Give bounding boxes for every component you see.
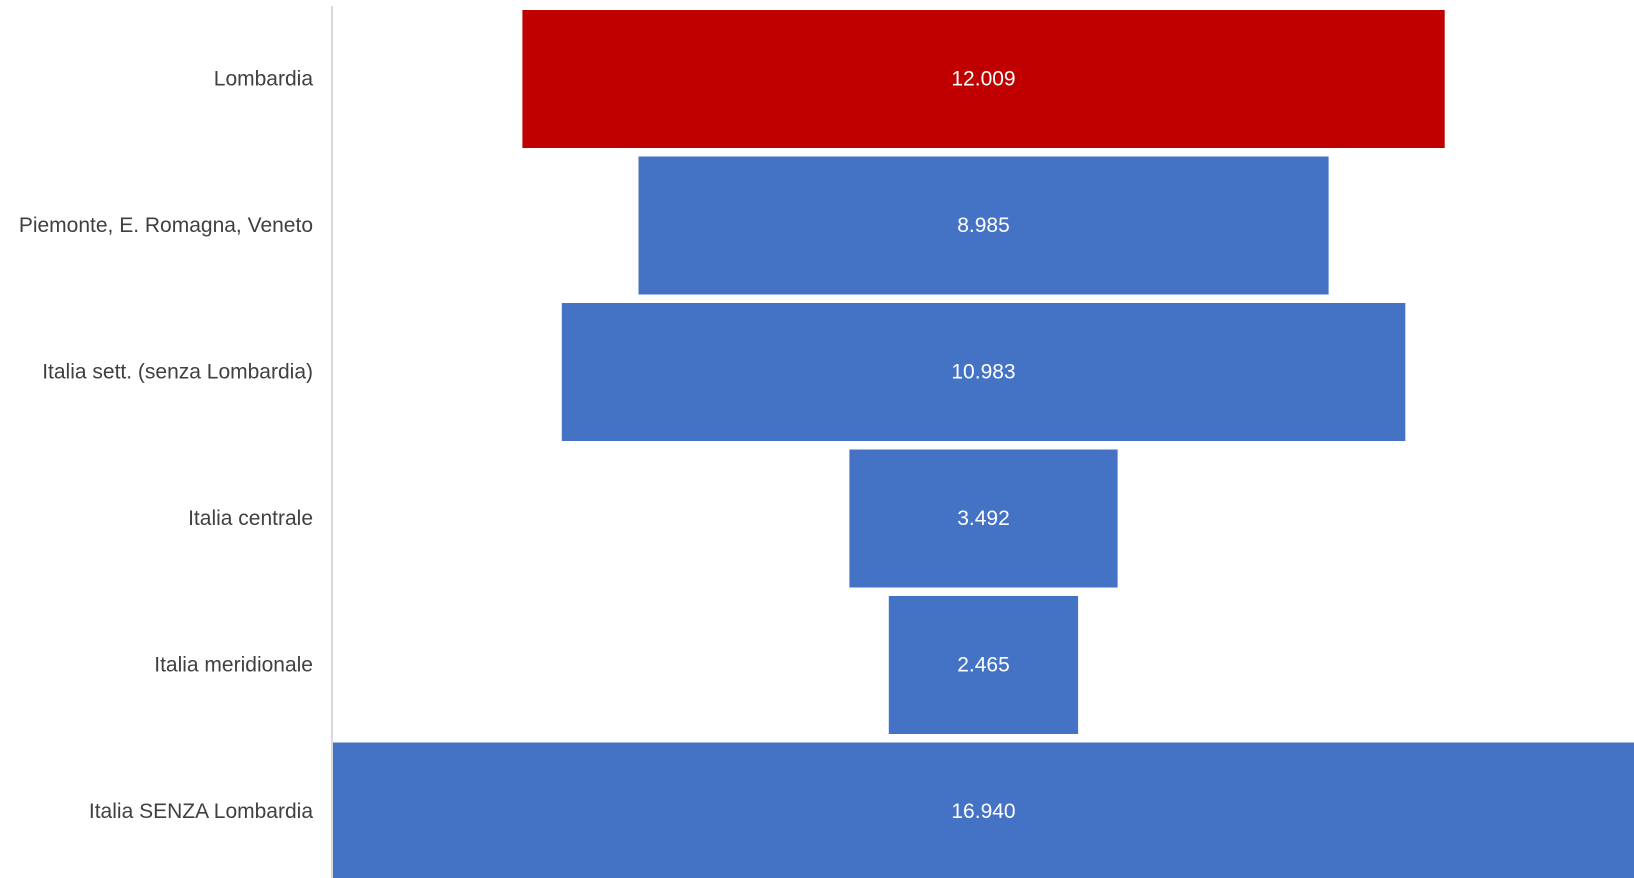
bars-group [333, 10, 1634, 878]
bar-1 [638, 156, 1329, 295]
category-label-2: Italia sett. (senza Lombardia) [42, 361, 313, 384]
bar-4 [888, 596, 1079, 734]
value-label-3: 3.492 [957, 507, 1010, 530]
value-label-4: 2.465 [957, 654, 1010, 677]
category-label-3: Italia centrale [188, 507, 313, 530]
category-label-0: Lombardia [214, 68, 314, 91]
value-label-0: 12.009 [951, 68, 1015, 91]
bar-5 [333, 742, 1634, 878]
value-labels-group: 12.009 8.985 10.983 3.492 2.465 16.940 [951, 68, 1015, 824]
category-labels-group: Lombardia Piemonte, E. Romagna, Veneto Ita… [19, 68, 314, 824]
category-label-5: Italia SENZA Lombardia [89, 800, 313, 823]
bar-2 [561, 303, 1406, 441]
value-label-2: 10.983 [951, 361, 1015, 384]
category-label-1: Piemonte, E. Romagna, Veneto [19, 214, 313, 237]
value-label-5: 16.940 [951, 800, 1015, 823]
category-label-4: Italia meridionale [154, 654, 313, 677]
value-label-1: 8.985 [957, 214, 1010, 237]
bar-0 [522, 10, 1445, 148]
bar-3 [849, 449, 1118, 588]
